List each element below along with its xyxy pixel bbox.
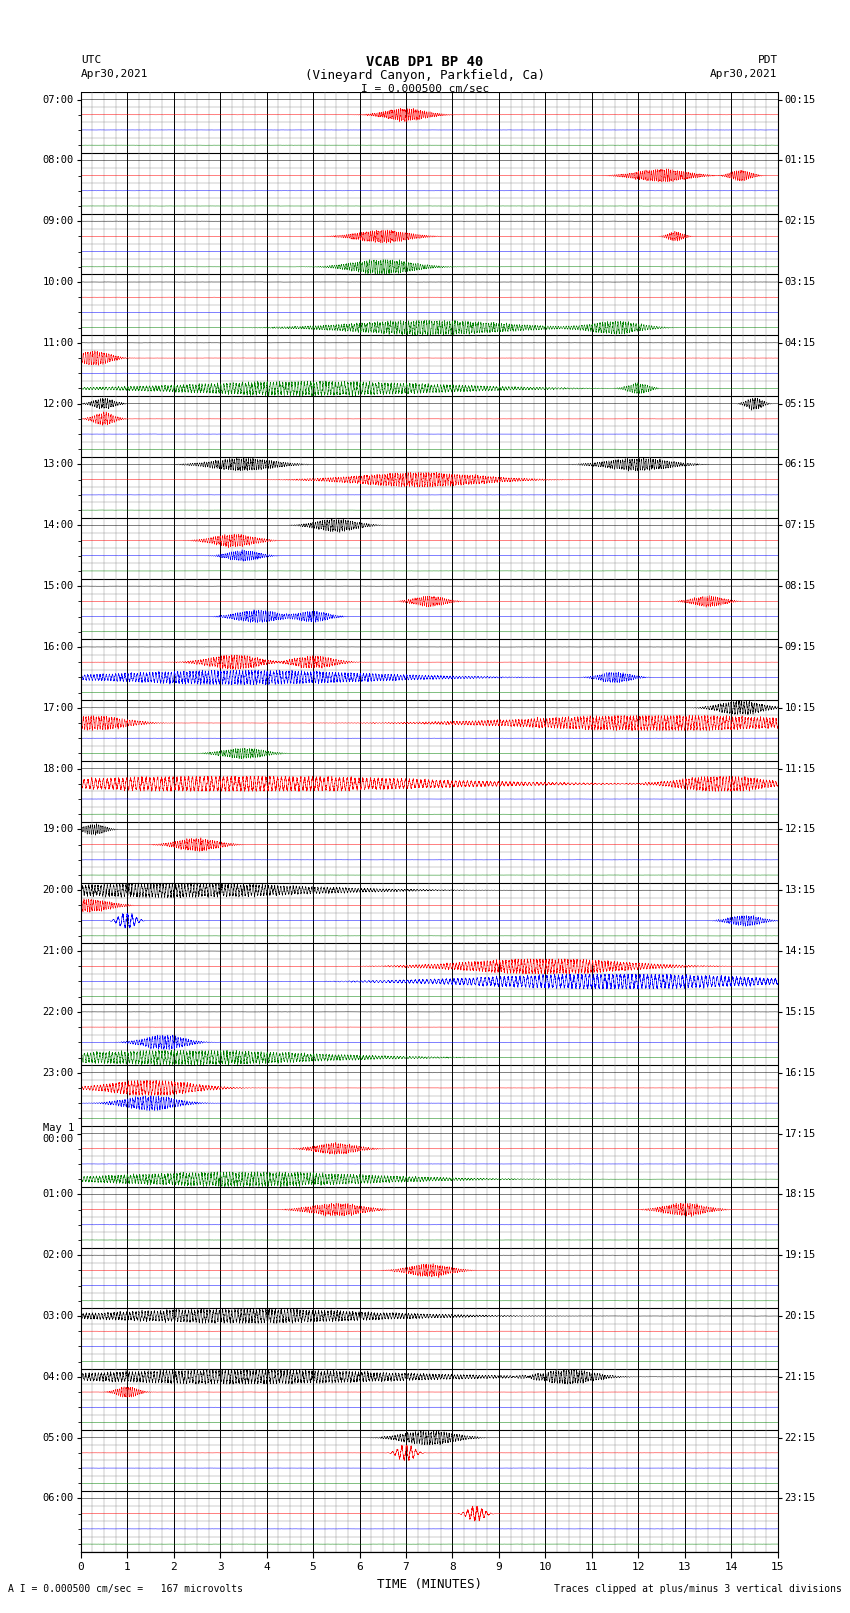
Text: PDT: PDT (757, 55, 778, 65)
Text: Traces clipped at plus/minus 3 vertical divisions: Traces clipped at plus/minus 3 vertical … (553, 1584, 842, 1594)
Text: Apr30,2021: Apr30,2021 (711, 69, 778, 79)
Text: I = 0.000500 cm/sec: I = 0.000500 cm/sec (361, 84, 489, 94)
Text: VCAB DP1 BP 40: VCAB DP1 BP 40 (366, 55, 484, 69)
X-axis label: TIME (MINUTES): TIME (MINUTES) (377, 1578, 482, 1590)
Text: Apr30,2021: Apr30,2021 (81, 69, 148, 79)
Text: UTC: UTC (81, 55, 101, 65)
Text: A I = 0.000500 cm/sec =   167 microvolts: A I = 0.000500 cm/sec = 167 microvolts (8, 1584, 243, 1594)
Text: (Vineyard Canyon, Parkfield, Ca): (Vineyard Canyon, Parkfield, Ca) (305, 69, 545, 82)
